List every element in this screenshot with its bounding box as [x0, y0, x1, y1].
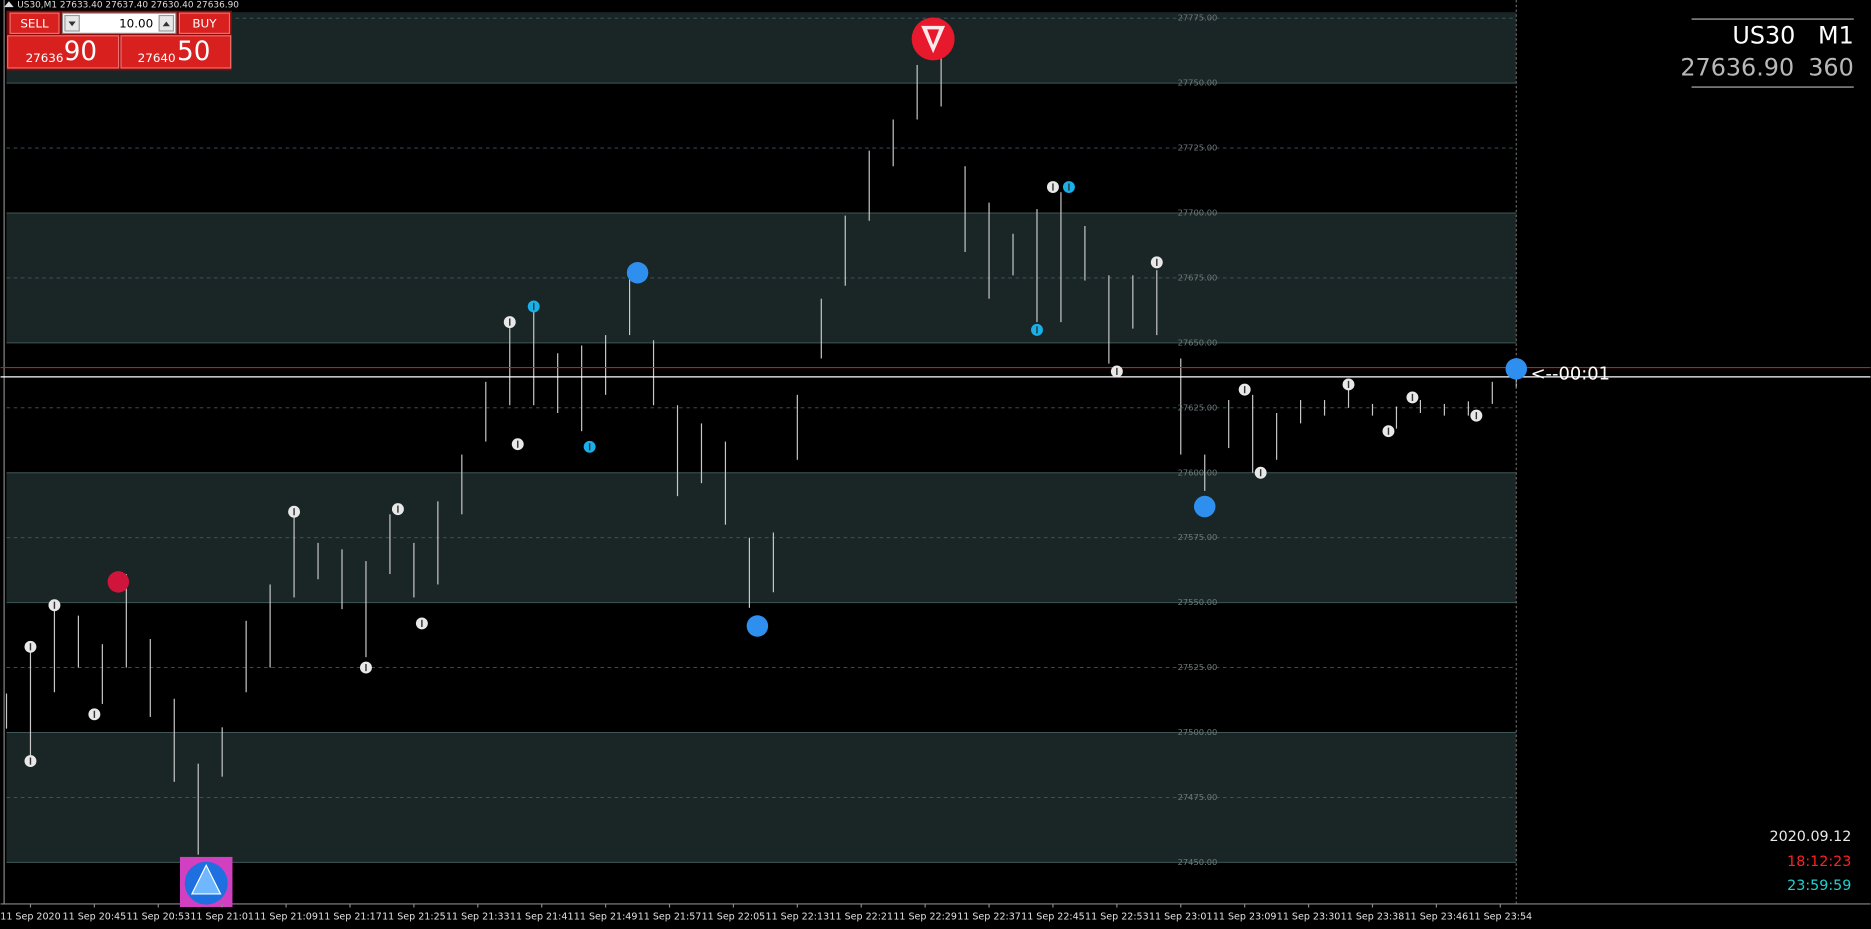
header: US30,M1 27633.40 27637.40 27630.40 27636… [17, 0, 239, 10]
buy-icon [190, 863, 222, 895]
countdown: <--00:01 [1531, 364, 1610, 385]
y-tick-label: 27600.00 [1178, 467, 1218, 477]
buy-label: BUY [192, 16, 217, 30]
time: 18:12:23 [1787, 854, 1851, 870]
info-panel: US30 M1 27636.90 360 2020.09.12 18:12:23… [1680, 18, 1854, 894]
x-tick-label: 11 Sep 22:05 [702, 912, 766, 923]
buy-price-small: 50 [177, 37, 210, 67]
header-icon [4, 1, 14, 8]
lots-input[interactable] [61, 12, 177, 34]
x-tick-label: 11 Sep 20:53 [126, 912, 190, 923]
x-tick-label: 11 Sep 22:29 [893, 912, 957, 923]
countdown-time: 23:59:59 [1787, 878, 1851, 894]
signal-dot [1505, 358, 1528, 380]
y-tick-label: 27700.00 [1178, 208, 1218, 218]
x-tick-label: 11 Sep 20:45 [63, 912, 127, 923]
signal-dot [746, 615, 769, 637]
y-tick-label: 27450.00 [1178, 857, 1218, 867]
x-tick-label: 11 Sep 21:33 [446, 912, 510, 923]
y-tick-label: 27500.00 [1178, 727, 1218, 737]
spread: 360 [1808, 54, 1854, 82]
x-tick-label: 11 Sep 21:25 [382, 912, 446, 923]
x-tick-label: 11 Sep 21:09 [254, 912, 318, 923]
signals [24, 17, 1528, 908]
x-tick-label: 11 Sep 22:45 [1021, 912, 1085, 923]
x-tick-label: 11 Sep 23:01 [1149, 912, 1213, 923]
signal-dot [107, 571, 130, 593]
x-tick-label: 11 Sep 22:37 [957, 912, 1021, 923]
price-lines: <--00:01 [0, 364, 1871, 385]
up-icon [162, 21, 170, 27]
x-tick-label: 11 Sep 21:41 [510, 912, 574, 923]
y-tick-label: 27625.00 [1178, 402, 1218, 412]
symbol: US30 [1732, 21, 1795, 49]
x-tick-label: 11 Sep 22:21 [829, 912, 893, 923]
bars [5, 54, 1517, 855]
price: 27636.90 [1680, 54, 1794, 82]
y-tick-label: 27575.00 [1178, 532, 1218, 542]
down-icon [68, 21, 76, 27]
x-tick-label: 11 Sep 23:30 [1277, 912, 1341, 923]
buy-button[interactable] [178, 12, 231, 34]
x-tick-label: 11 Sep 21:01 [190, 912, 254, 923]
sell-label: SELL [20, 16, 49, 30]
date: 2020.09.12 [1770, 829, 1852, 845]
period: M1 [1818, 21, 1854, 49]
trade-panel: SELL 10.00 BUY 27636 90 27640 50 [6, 10, 232, 71]
y-tick-label: 27650.00 [1178, 337, 1218, 347]
x-tick-label: 11 Sep 23:46 [1405, 912, 1469, 923]
y-tick-label: 27550.00 [1178, 597, 1218, 607]
sell-button[interactable] [9, 12, 60, 34]
y-tick-label: 27725.00 [1178, 143, 1218, 153]
signal-dot [1194, 495, 1216, 518]
signal-dot [626, 262, 649, 284]
x-tick-label: 11 Sep 21:17 [318, 912, 382, 923]
band [6, 12, 1517, 84]
y-tick-label: 27775.00 [1178, 13, 1218, 23]
grid [6, 17, 1517, 863]
y-tick-label: 27675.00 [1178, 272, 1218, 282]
x-tick-label: 11 Sep 21:57 [638, 912, 702, 923]
lots-value: 10.00 [119, 16, 153, 30]
x-tick-label: 11 Sep 23:09 [1213, 912, 1277, 923]
buy-price-big: 27640 [138, 51, 176, 65]
buy-price-box[interactable] [120, 35, 232, 69]
x-tick-label: 11 Sep 22:13 [766, 912, 830, 923]
x-tick-label: 11 Sep 23:38 [1341, 912, 1405, 923]
x-tick-label: 11 Sep 2020 [0, 912, 60, 923]
y-tick-label: 27475.00 [1178, 792, 1218, 802]
sell-price-small: 90 [64, 37, 97, 67]
sell-price-box[interactable] [7, 35, 120, 69]
ticks: 27775.00 27750.00 27725.00 27700.00 27675.00… [0, 13, 1532, 923]
sell-price-big: 27636 [26, 51, 64, 65]
x-tick-label: 11 Sep 22:53 [1085, 912, 1149, 923]
y-tick-label: 27750.00 [1178, 78, 1218, 88]
x-tick-label: 11 Sep 21:49 [574, 912, 638, 923]
x-tick-label: 11 Sep 23:54 [1468, 912, 1532, 923]
sell-icon [927, 29, 940, 45]
y-tick-label: 27525.00 [1178, 662, 1218, 672]
